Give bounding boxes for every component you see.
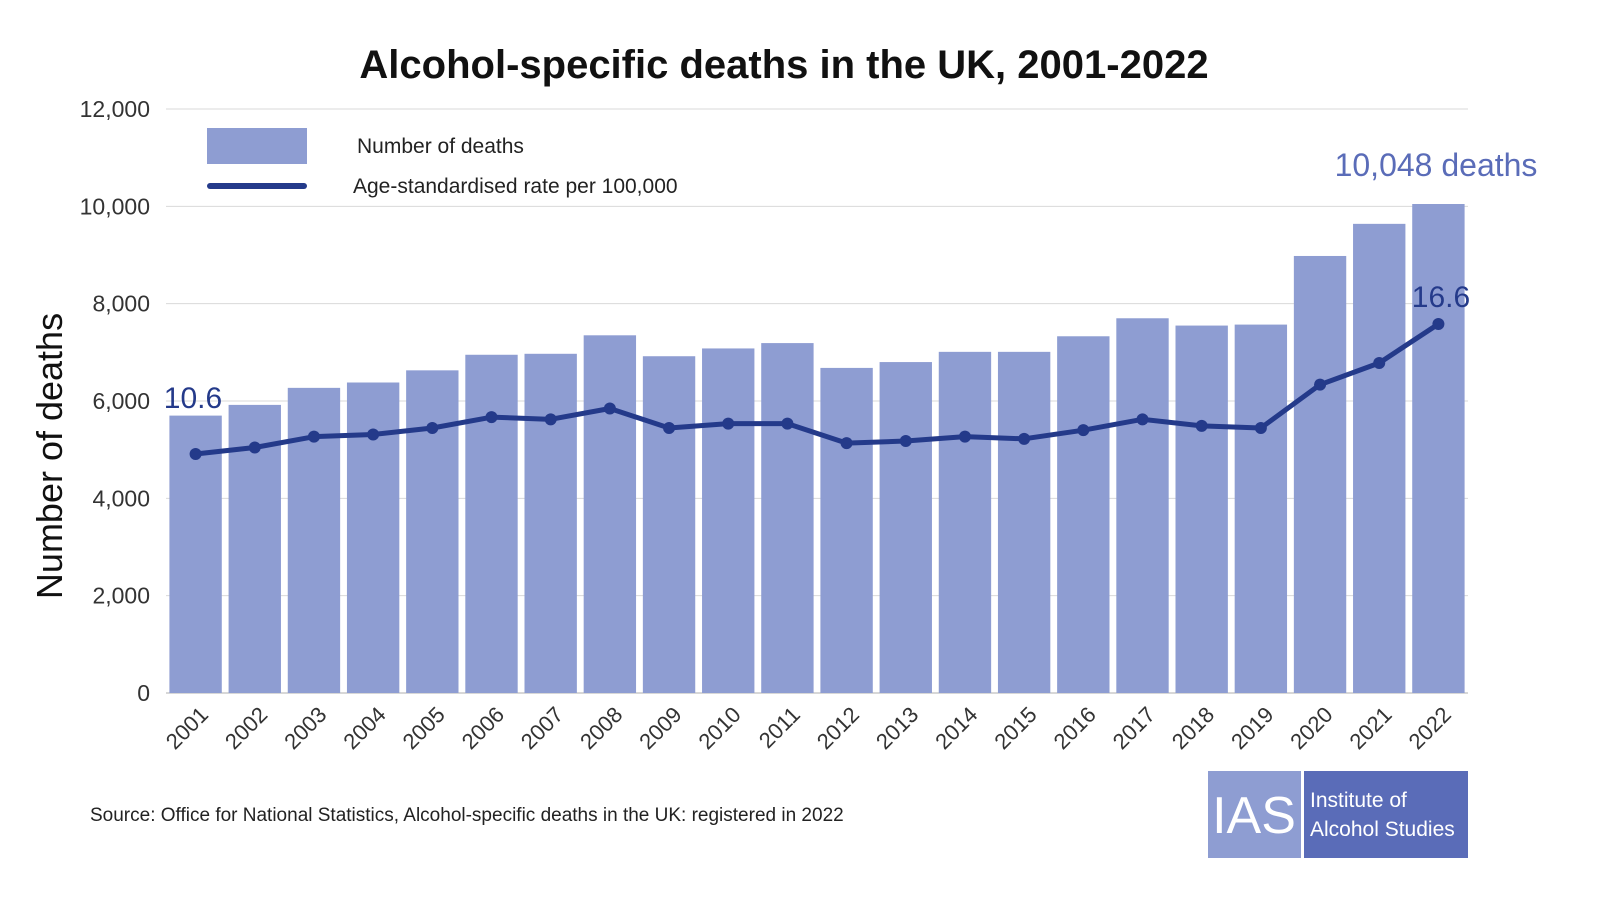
y-tick-label: 12,000: [80, 96, 150, 122]
x-tick-label: 2003: [279, 702, 331, 754]
annotation-last-rate: 16.6: [1412, 281, 1470, 314]
x-tick-label: 2002: [220, 702, 272, 754]
bar-2005: [406, 370, 459, 693]
y-tick-label: 2,000: [92, 583, 150, 609]
x-tick-label: 2016: [1049, 702, 1101, 754]
rate-point-2009: [663, 422, 676, 434]
logo-right-panel: [1304, 771, 1468, 858]
x-tick-label: 2012: [812, 702, 864, 754]
rate-point-2022: [1432, 318, 1445, 330]
bar-2008: [583, 335, 637, 693]
x-tick-label: 2014: [930, 702, 982, 754]
annotation-last-deaths: 10,048 deaths: [1335, 147, 1538, 183]
legend-swatch-bars: [207, 128, 307, 164]
logo-left-panel: [1208, 771, 1301, 858]
y-axis-ticks: 0 2,000 4,000 6,000 8,000 10,000 12,000: [80, 96, 150, 706]
x-tick-label: 2004: [338, 702, 390, 754]
bar-2018: [1175, 325, 1228, 693]
ias-logo: IAS Institute of Alcohol Studies: [1208, 771, 1468, 858]
bar-2014: [938, 351, 992, 693]
rate-point-2012: [840, 437, 853, 450]
rate-point-2006: [485, 411, 498, 424]
rate-point-2003: [307, 430, 320, 443]
x-tick-label: 2008: [575, 702, 627, 754]
x-tick-label: 2001: [161, 702, 213, 754]
y-tick-label: 4,000: [92, 485, 150, 511]
rate-point-2015: [1018, 432, 1031, 445]
rate-point-2017: [1136, 413, 1149, 426]
rate-point-2018: [1195, 419, 1208, 432]
bar-2017: [1116, 318, 1169, 693]
y-tick-label: 8,000: [92, 291, 150, 317]
rate-point-2010: [722, 417, 735, 430]
legend-label-bars: Number of deaths: [357, 135, 524, 158]
bar-2007: [524, 353, 577, 693]
rate-point-2016: [1077, 424, 1090, 437]
x-tick-label: 2019: [1226, 702, 1278, 754]
bar-2010: [702, 348, 755, 693]
chart-title: Alcohol-specific deaths in the UK, 2001-…: [359, 43, 1208, 87]
x-tick-label: 2010: [693, 702, 745, 754]
logo-line-2: Alcohol Studies: [1310, 818, 1455, 841]
x-tick-label: 2015: [989, 702, 1041, 754]
y-tick-label: 0: [137, 680, 150, 706]
x-tick-label: 2011: [754, 702, 805, 753]
rate-point-2008: [603, 402, 616, 415]
x-tick-label: 2009: [634, 702, 686, 754]
bar-2012: [820, 367, 873, 693]
y-tick-label: 10,000: [80, 193, 150, 219]
legend-label-line: Age-standardised rate per 100,000: [353, 175, 678, 198]
bar-2016: [1057, 336, 1110, 693]
bar-2020: [1293, 255, 1347, 693]
y-tick-label: 6,000: [92, 388, 150, 414]
x-axis-ticks: 2001 2002 2003 2004 2005 2006 2007 2008 2009 2010…: [161, 702, 1456, 754]
x-tick-label: 2020: [1285, 702, 1337, 754]
bar-2001: [169, 415, 222, 693]
rate-point-2013: [899, 435, 912, 447]
bars: [169, 203, 1465, 694]
y-axis-label: Number of deaths: [29, 313, 70, 599]
rate-point-2014: [958, 430, 971, 443]
x-tick-label: 2021: [1344, 702, 1396, 754]
x-tick-label: 2006: [457, 702, 509, 754]
x-tick-label: 2007: [516, 702, 568, 754]
bar-2022: [1412, 203, 1465, 694]
bar-2019: [1234, 324, 1288, 693]
logo-abbr: IAS: [1212, 787, 1296, 845]
bar-2011: [761, 343, 814, 693]
rate-point-2004: [367, 428, 380, 441]
rate-point-2011: [781, 417, 794, 430]
rate-line: [193, 321, 1441, 457]
bar-2015: [997, 351, 1051, 693]
bar-2021: [1353, 223, 1406, 693]
rate-point-2005: [426, 422, 439, 434]
legend: Number of deaths Age-standardised rate p…: [207, 128, 678, 198]
rate-point-2021: [1373, 357, 1386, 369]
source-note: Source: Office for National Statistics, …: [90, 805, 844, 826]
bar-2009: [642, 356, 696, 693]
rate-point-2020: [1314, 378, 1327, 391]
bar-2006: [465, 354, 518, 693]
bar-2013: [879, 362, 932, 693]
x-tick-label: 2018: [1167, 702, 1219, 754]
annotation-first-rate: 10.6: [164, 382, 222, 415]
rate-line-group: [189, 318, 1445, 460]
rate-point-2019: [1254, 422, 1267, 434]
x-tick-label: 2013: [871, 702, 923, 754]
rate-point-2001: [189, 448, 202, 460]
logo-line-1: Institute of: [1310, 789, 1407, 812]
x-tick-label: 2017: [1108, 702, 1160, 754]
x-tick-label: 2022: [1404, 702, 1456, 754]
rate-point-2002: [248, 441, 261, 454]
rate-point-2007: [544, 413, 557, 426]
x-tick-label: 2005: [398, 702, 450, 754]
